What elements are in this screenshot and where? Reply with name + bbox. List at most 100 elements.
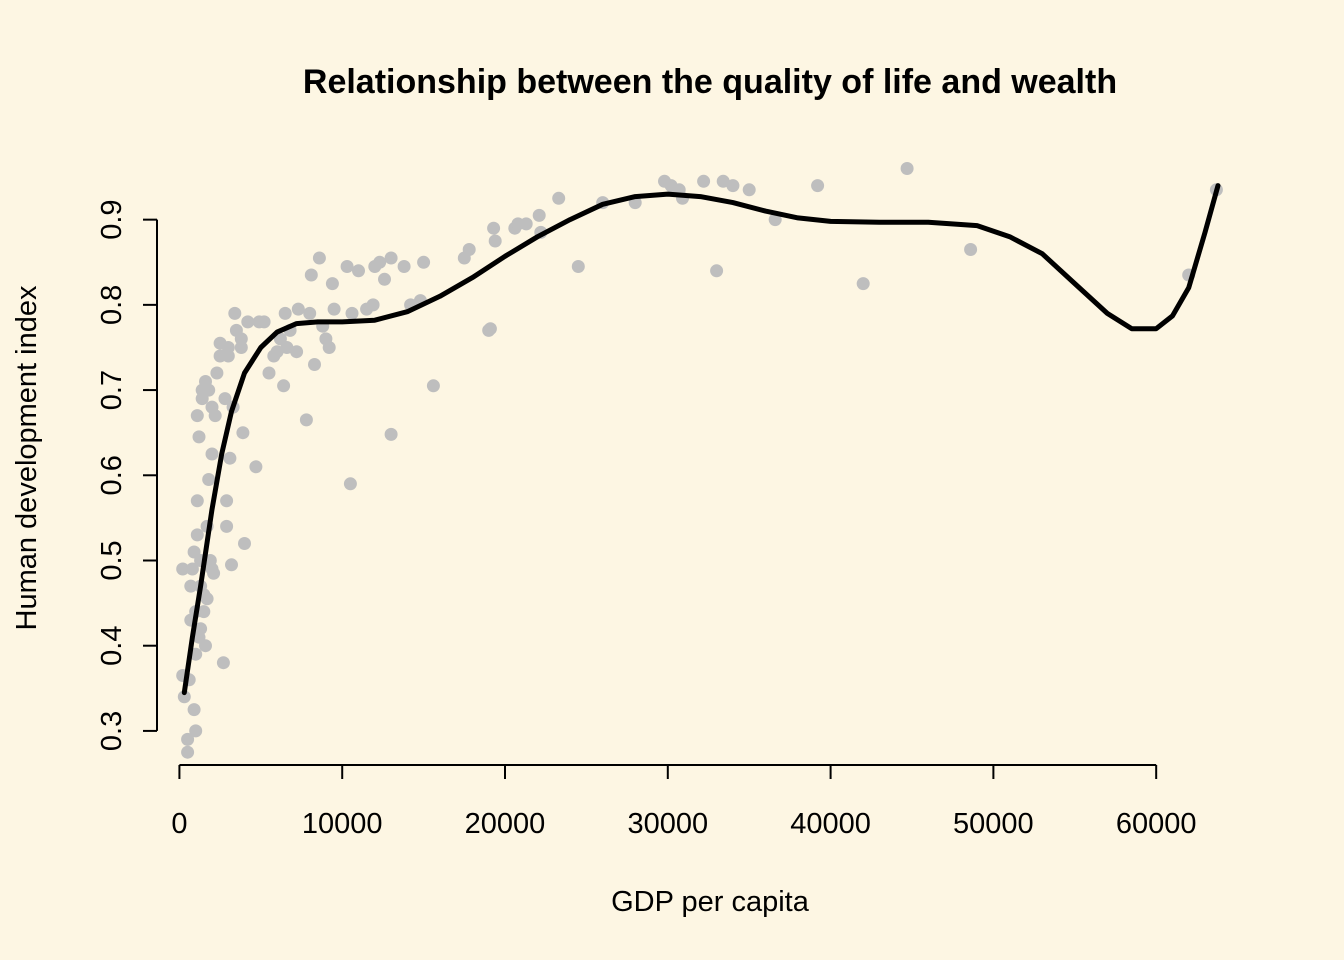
data-point (417, 255, 431, 269)
data-point (177, 690, 191, 704)
data-point (205, 447, 219, 461)
y-axis-label: Human development index (11, 285, 43, 630)
data-point (384, 251, 398, 265)
data-point (238, 537, 251, 550)
data-point (241, 315, 255, 329)
data-point (373, 255, 387, 269)
data-point (197, 605, 211, 619)
data-point (426, 379, 440, 393)
data-point (900, 162, 914, 175)
data-point (571, 260, 585, 273)
data-point (487, 221, 501, 235)
data-point (697, 174, 711, 188)
data-point (202, 383, 216, 397)
data-point (345, 306, 359, 320)
x-tick-label: 10000 (302, 808, 383, 840)
data-point (290, 345, 304, 359)
data-point (343, 477, 357, 491)
data-point (327, 302, 341, 316)
data-point (216, 656, 230, 670)
data-point (194, 622, 208, 636)
y-tick-label: 0.8 (96, 285, 128, 325)
data-point (397, 260, 411, 273)
data-point (210, 366, 224, 380)
data-point (312, 251, 326, 265)
data-point (190, 528, 204, 542)
data-point (304, 268, 318, 282)
x-tick-label: 0 (171, 808, 187, 840)
data-point (291, 302, 305, 316)
x-tick-label: 60000 (1116, 808, 1197, 840)
x-axis: 0 10000 20000 30000 40000 50000 60000 (171, 764, 1197, 840)
data-point (483, 322, 497, 336)
data-point (207, 566, 221, 580)
data-point (322, 341, 336, 354)
data-point (220, 519, 234, 533)
plot-area (176, 162, 1223, 759)
data-point (202, 473, 216, 486)
data-point (192, 430, 206, 444)
data-point (378, 272, 391, 286)
data-point (964, 243, 978, 256)
data-point (190, 409, 204, 423)
data-point (262, 366, 276, 380)
data-point (236, 426, 250, 440)
data-point (856, 277, 870, 291)
x-axis-label: GDP per capita (611, 886, 810, 918)
data-point (325, 277, 339, 291)
data-point (303, 306, 317, 320)
data-point (384, 427, 398, 441)
data-point (270, 345, 284, 359)
data-point (190, 494, 204, 508)
chart-title: Relationship between the quality of life… (303, 63, 1117, 101)
data-point (185, 562, 199, 576)
data-point (308, 358, 321, 371)
data-point (223, 451, 237, 465)
data-point (340, 260, 354, 273)
y-tick-label: 0.7 (96, 370, 128, 410)
data-point (189, 724, 203, 738)
data-point (462, 243, 476, 256)
y-axis: 0.3 0.4 0.5 0.6 0.7 0.8 0.9 (96, 199, 158, 751)
data-point (225, 558, 238, 572)
data-point (184, 579, 198, 593)
data-point (176, 562, 190, 576)
data-point (218, 392, 232, 406)
y-tick-label: 0.9 (96, 199, 128, 239)
data-point (710, 264, 724, 278)
data-point (726, 179, 740, 193)
data-point (199, 639, 212, 653)
trend-line (181, 183, 1221, 696)
x-tick-label: 20000 (465, 808, 546, 840)
x-tick-label: 50000 (953, 808, 1034, 840)
data-point (249, 460, 263, 474)
y-axis-ticks: 0.3 0.4 0.5 0.6 0.7 0.8 0.9 (96, 199, 157, 751)
data-point (716, 174, 730, 188)
data-point (187, 703, 201, 717)
x-axis-ticks: 0 10000 20000 30000 40000 50000 60000 (171, 765, 1197, 840)
data-point (299, 413, 313, 427)
data-point (811, 179, 825, 193)
data-point (220, 494, 234, 508)
data-point (277, 379, 291, 393)
data-point (280, 341, 294, 354)
y-tick-label: 0.3 (96, 711, 128, 751)
x-tick-label: 40000 (790, 808, 871, 840)
data-point (278, 306, 292, 320)
y-tick-label: 0.4 (96, 626, 128, 666)
data-point (352, 264, 365, 278)
data-point (228, 306, 242, 320)
data-point (234, 341, 248, 354)
y-tick-label: 0.5 (96, 540, 128, 580)
data-point (488, 234, 502, 248)
data-point (257, 315, 271, 329)
data-point (200, 592, 214, 606)
data-point (532, 208, 546, 222)
data-point (208, 409, 222, 423)
data-point (366, 298, 380, 312)
y-tick-label: 0.6 (96, 455, 128, 495)
data-point (181, 732, 195, 746)
data-point (519, 217, 533, 231)
